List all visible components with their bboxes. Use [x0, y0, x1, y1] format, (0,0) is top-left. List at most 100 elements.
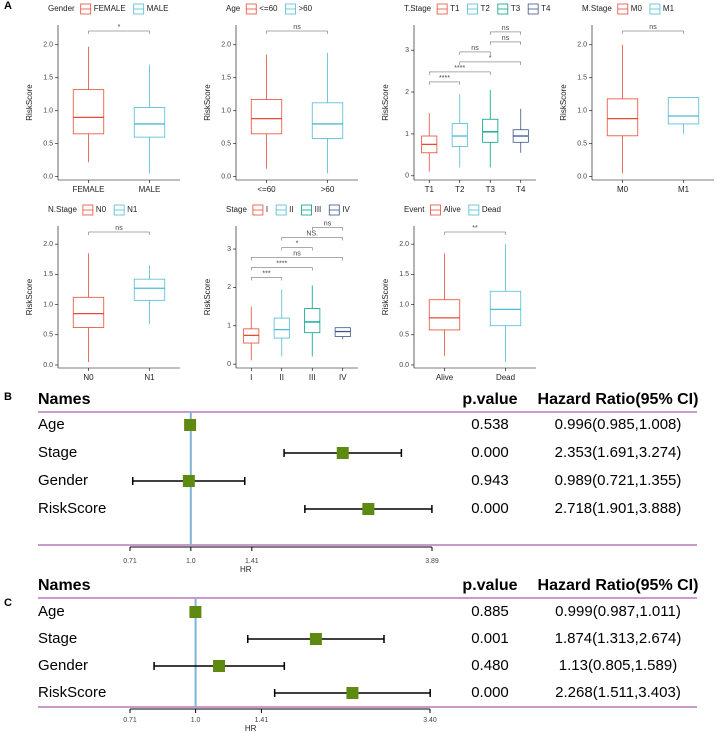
x-axis-label: HR	[240, 565, 252, 574]
y-tick-label: 0.0	[577, 174, 587, 181]
p-value: 0.001	[471, 630, 509, 647]
row-name: Stage	[38, 630, 77, 647]
legend-label: FEMALE	[94, 4, 126, 13]
hr-point	[336, 447, 349, 459]
column-header: p.value	[462, 577, 517, 594]
y-tick-label: 0.0	[399, 362, 409, 369]
y-tick-label: 2.0	[399, 241, 409, 248]
legend-label: T2	[480, 4, 490, 13]
x-tick-label: T3	[486, 185, 496, 194]
column-header: Names	[38, 391, 91, 408]
significance-label: ns	[324, 220, 332, 227]
hr-point	[213, 660, 226, 672]
significance-label: ns	[649, 24, 657, 31]
y-tick-label: 1.0	[399, 301, 409, 308]
x-tick-label: T1	[425, 185, 435, 194]
x-tick-label: MALE	[139, 185, 161, 194]
p-value: 0.000	[471, 444, 509, 461]
x-tick-label: M1	[678, 185, 690, 194]
y-axis-label: RiskScore	[25, 278, 34, 315]
box	[311, 102, 344, 139]
x-tick-label: 0.71	[123, 717, 137, 724]
p-value: 0.943	[471, 472, 509, 489]
significance-bracket	[251, 267, 313, 271]
significance-label: NS.	[306, 230, 318, 237]
significance-bracket	[88, 231, 150, 235]
y-tick-label: 3	[227, 246, 231, 253]
y-tick-label: 0.0	[43, 362, 53, 369]
significance-label: *	[118, 24, 121, 31]
p-value: 0.000	[471, 500, 509, 517]
box	[72, 296, 105, 328]
y-tick-label: 0.5	[221, 141, 231, 148]
box	[250, 99, 283, 135]
x-axis-label: HR	[245, 724, 257, 733]
significance-bracket	[88, 30, 150, 34]
y-axis-label: RiskScore	[381, 84, 390, 121]
significance-label: ns	[115, 225, 123, 232]
column-header: Names	[38, 577, 91, 594]
y-tick-label: 0.0	[221, 174, 231, 181]
significance-label: ns	[502, 25, 510, 32]
hr-point	[189, 606, 202, 618]
box	[482, 118, 499, 143]
significance-label: ***	[262, 270, 270, 277]
legend-title: Event	[404, 205, 425, 214]
box	[606, 98, 639, 137]
y-tick-label: 1.5	[399, 271, 409, 278]
y-tick-label: 1.5	[43, 75, 53, 82]
x-tick-label: M0	[617, 185, 629, 194]
significance-bracket	[459, 61, 521, 65]
significance-bracket	[281, 237, 343, 241]
row-name: Age	[38, 416, 65, 433]
hazard-ratio: 0.999(0.987,1.011)	[555, 603, 681, 620]
legend-label: N1	[127, 205, 138, 214]
legend-label: Alive	[443, 205, 461, 214]
y-tick-label: 1.0	[221, 108, 231, 115]
p-value: 0.885	[471, 603, 509, 620]
panel-label: A	[4, 0, 12, 12]
legend-label: N0	[96, 205, 107, 214]
row-name: Gender	[38, 472, 88, 489]
y-tick-label: 2.0	[577, 42, 587, 49]
hazard-ratio: 2.353(1.691,3.274)	[555, 444, 682, 461]
legend-label: Dead	[482, 205, 501, 214]
x-tick-label: Dead	[496, 373, 515, 382]
p-value: 0.480	[471, 657, 509, 674]
x-tick-label: IV	[339, 373, 347, 382]
significance-label: *	[296, 240, 299, 247]
significance-bracket	[444, 231, 506, 235]
y-tick-label: 2.0	[221, 42, 231, 49]
x-tick-label: T4	[516, 185, 526, 194]
y-tick-label: 0.5	[399, 332, 409, 339]
y-tick-label: 0.5	[577, 141, 587, 148]
significance-bracket	[490, 31, 521, 35]
legend-label: II	[289, 205, 293, 214]
column-header: Hazard Ratio(95% CI)	[538, 391, 699, 408]
hazard-ratio: 0.989(0.721,1.355)	[555, 472, 682, 489]
box	[273, 317, 290, 339]
y-axis-label: RiskScore	[381, 278, 390, 315]
panel-label: C	[4, 597, 12, 609]
y-tick-label: 0.0	[43, 174, 53, 181]
box	[428, 299, 461, 331]
hazard-ratio: 2.268(1.511,3.403)	[555, 684, 681, 701]
x-tick-label: 1.41	[255, 717, 269, 724]
x-tick-label: T2	[455, 185, 465, 194]
legend-label: III	[315, 205, 322, 214]
significance-bracket	[459, 51, 491, 55]
significance-label: ****	[439, 75, 450, 82]
p-value: 0.000	[471, 684, 509, 701]
box	[72, 89, 105, 135]
significance-bracket	[266, 30, 328, 34]
legend-label: MALE	[147, 4, 169, 13]
legend-label: M1	[663, 4, 675, 13]
x-tick-label: 1.0	[186, 558, 196, 565]
box	[451, 123, 468, 147]
row-name: Stage	[38, 444, 77, 461]
hr-point	[346, 687, 359, 699]
significance-label: ns	[293, 250, 301, 257]
hr-point	[182, 475, 195, 487]
hazard-ratio: 0.996(0.985,1.008)	[555, 416, 682, 433]
